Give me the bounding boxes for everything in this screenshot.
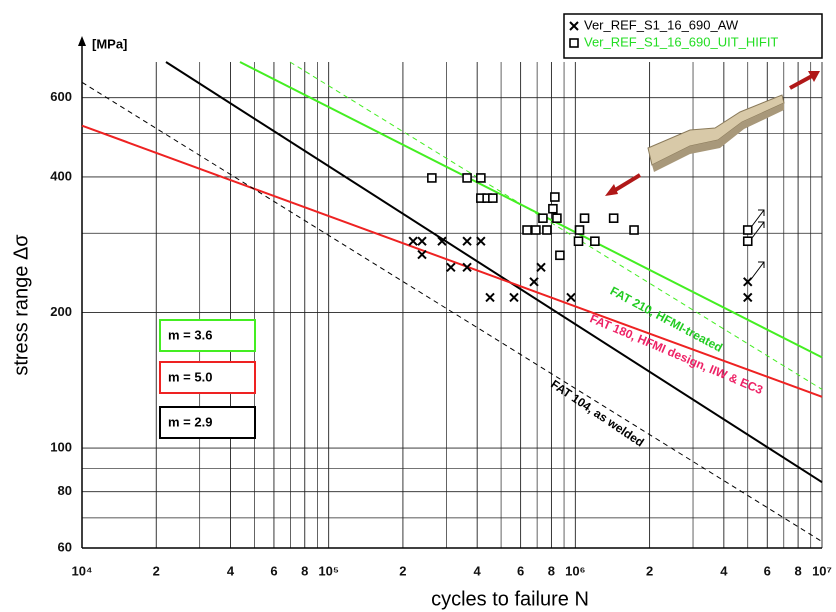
- data-point: [556, 251, 564, 259]
- slope-label: m = 2.9: [168, 414, 212, 429]
- data-point: [409, 237, 417, 245]
- data-point: [744, 226, 752, 234]
- data-point: [428, 174, 436, 182]
- x-axis-title: cycles to failure N: [431, 588, 589, 610]
- legend-label: Ver_REF_S1_16_690_AW: [584, 17, 739, 32]
- data-point: [537, 263, 545, 271]
- x-tick-label: 8: [301, 563, 308, 578]
- y-tick-label: 400: [50, 168, 72, 183]
- chart: [MPa] stress range Δσ cycles to failure …: [0, 0, 836, 612]
- y-tick-label: 100: [50, 440, 72, 455]
- legend-label: Ver_REF_S1_16_690_UIT_HIFIT: [584, 34, 778, 49]
- curve-label: FAT 104, as welded: [548, 377, 646, 450]
- data-point: [486, 293, 494, 301]
- slope-label: m = 3.6: [168, 327, 212, 342]
- x-tick-label: 10⁴: [72, 563, 93, 578]
- data-point: [463, 174, 471, 182]
- specimen: [605, 71, 820, 278]
- x-tick-label: 6: [270, 563, 277, 578]
- data-point: [523, 226, 531, 234]
- data-point: [744, 237, 752, 245]
- data-point: [549, 205, 557, 213]
- legend-marker: [570, 39, 578, 47]
- y-tick-label: 80: [58, 483, 72, 498]
- x-tick-label: 10⁷: [812, 563, 832, 578]
- data-point: [576, 226, 584, 234]
- x-tick-label: 4: [227, 563, 235, 578]
- data-point: [630, 226, 638, 234]
- data-point: [591, 237, 599, 245]
- y-axis-arrow: [78, 36, 86, 46]
- data-point: [574, 237, 582, 245]
- data-point: [489, 194, 497, 202]
- data-point: [543, 226, 551, 234]
- slope-label: m = 5.0: [168, 369, 212, 384]
- data-point: [447, 263, 455, 271]
- data-point: [418, 237, 426, 245]
- y-unit: [MPa]: [92, 36, 127, 51]
- x-tick-label: 8: [794, 563, 801, 578]
- data-point: [553, 214, 561, 222]
- y-axis-title: stress range Δσ: [10, 234, 32, 376]
- data-point: [581, 214, 589, 222]
- data-point: [477, 237, 485, 245]
- x-tick-label: 10⁵: [318, 563, 339, 578]
- data-point: [539, 214, 547, 222]
- y-tick-label: 60: [58, 539, 72, 554]
- data-point: [477, 174, 485, 182]
- y-tick-label: 200: [50, 304, 72, 319]
- data-point: [418, 251, 426, 259]
- x-tick-label: 6: [764, 563, 771, 578]
- data-point: [610, 214, 618, 222]
- x-tick-label: 2: [153, 563, 160, 578]
- x-tick-label: 4: [720, 563, 728, 578]
- x-tick-label: 2: [646, 563, 653, 578]
- x-tick-label: 6: [517, 563, 524, 578]
- x-tick-label: 8: [548, 563, 555, 578]
- sn-curve: [82, 126, 822, 397]
- data-point: [532, 226, 540, 234]
- data-point: [551, 193, 559, 201]
- sn-curve: [82, 82, 822, 541]
- x-tick-label: 2: [399, 563, 406, 578]
- sn-curve: [240, 62, 822, 357]
- data-point: [567, 293, 575, 301]
- x-tick-label: 10⁶: [565, 563, 585, 578]
- y-tick-label: 600: [50, 89, 72, 104]
- data-point: [510, 293, 518, 301]
- x-tick-label: 4: [474, 563, 482, 578]
- data-point: [463, 237, 471, 245]
